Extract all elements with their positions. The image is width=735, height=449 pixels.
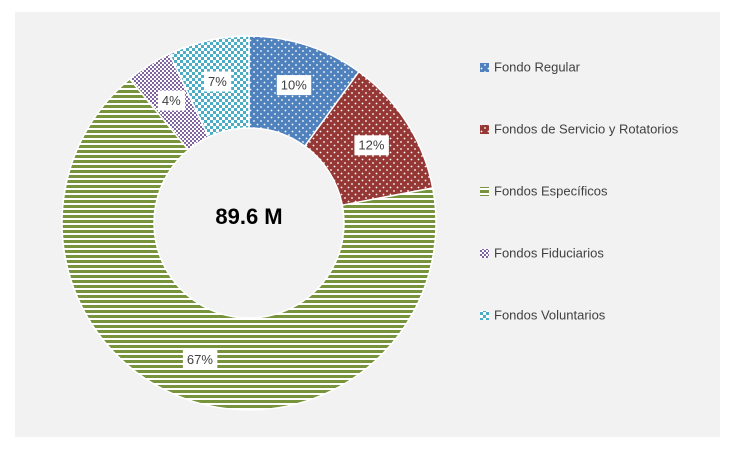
legend-label: Fondos Fiduciarios: [494, 245, 604, 260]
legend-label: Fondos Voluntarios: [494, 307, 606, 322]
legend-label: Fondos Específicos: [494, 183, 608, 198]
data-label-box: [354, 135, 389, 156]
donut-slice: [61, 77, 437, 411]
center-label: 89.6 M: [215, 204, 282, 229]
data-label: 7%: [208, 74, 227, 89]
data-label-box: [276, 75, 312, 96]
legend-swatch: [480, 311, 489, 320]
data-label: 4%: [162, 93, 181, 108]
legend-label: Fondos de Servicio y Rotatorios: [494, 121, 679, 136]
legend-swatch: [480, 125, 489, 134]
legend-swatch: [480, 63, 489, 72]
data-label-box: [182, 349, 218, 370]
data-label: 10%: [281, 78, 307, 93]
legend-swatch: [480, 249, 489, 258]
data-label-box: [203, 71, 232, 92]
legend-swatch: [480, 187, 489, 196]
legend-label: Fondo Regular: [494, 59, 581, 74]
data-label: 67%: [187, 352, 213, 367]
data-label-box: [157, 90, 186, 111]
data-label: 12%: [358, 138, 384, 153]
